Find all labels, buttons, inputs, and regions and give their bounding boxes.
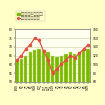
Bar: [29, 52, 32, 105]
Bar: [64, 54, 68, 105]
Bar: [73, 54, 76, 105]
Bar: [24, 56, 28, 105]
Bar: [60, 56, 63, 105]
Bar: [46, 52, 50, 105]
Bar: [20, 59, 23, 105]
Bar: [51, 56, 54, 105]
Bar: [42, 50, 45, 105]
Bar: [33, 50, 36, 105]
Bar: [86, 49, 90, 105]
Bar: [82, 50, 85, 105]
Bar: [55, 57, 59, 105]
Legend: 利用台数（直近12ヶ月間累計）, ガソリン価格（レギュラー）: 利用台数（直近12ヶ月間累計）, ガソリン価格（レギュラー）: [16, 11, 45, 21]
Bar: [69, 52, 72, 105]
Bar: [77, 52, 81, 105]
Bar: [15, 61, 19, 105]
Bar: [37, 49, 41, 105]
